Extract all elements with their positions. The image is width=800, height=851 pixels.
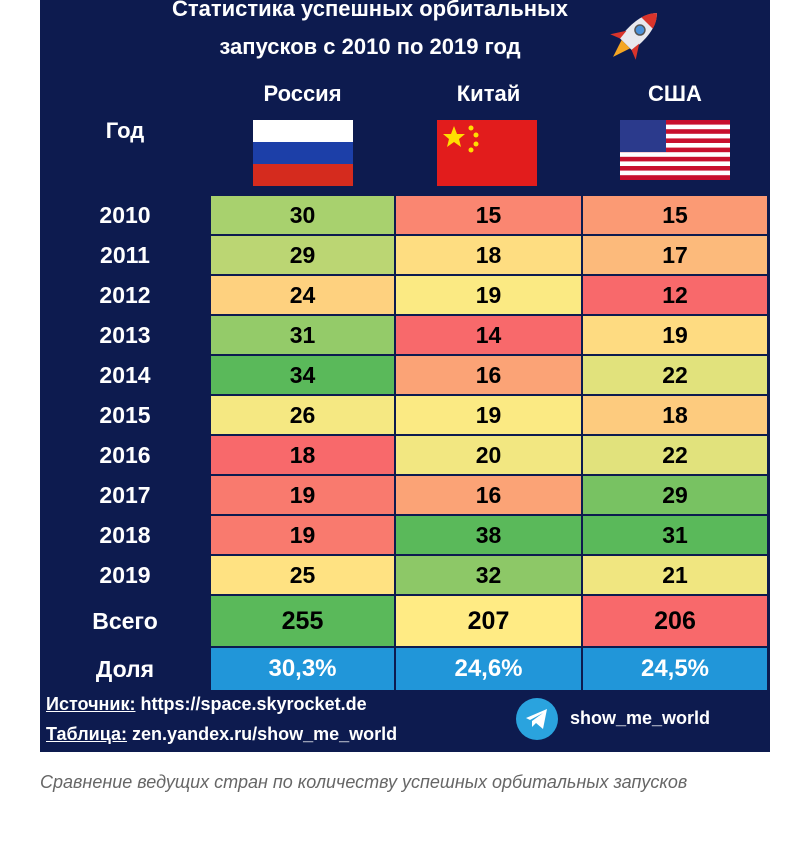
share-cell: 24,6%: [396, 648, 581, 690]
share-cell: 24,5%: [583, 648, 767, 690]
source-label: Источник:: [46, 694, 136, 714]
value-cell: 21: [583, 556, 767, 594]
year: 2017: [99, 481, 151, 508]
year: 2018: [99, 521, 151, 548]
channel-name: show_me_world: [570, 708, 711, 728]
value-cell: 31: [583, 516, 767, 554]
value-cell: 19: [396, 396, 581, 434]
year-header: Год: [105, 118, 145, 143]
telegram-icon: [516, 698, 558, 740]
flag-china: [437, 120, 537, 186]
value-cell: 15: [396, 196, 581, 234]
country-name: Китай: [456, 81, 521, 106]
value-cell: 19: [396, 276, 581, 314]
source-line: Источник: https://space.skyrocket.de: [46, 694, 367, 715]
year: 2015: [99, 401, 151, 428]
year: 2011: [100, 241, 150, 268]
value-cell: 12: [583, 276, 767, 314]
country-name: Россия: [263, 81, 342, 106]
total-cell: 207: [396, 596, 581, 646]
value-cell: 31: [211, 316, 394, 354]
value-cell: 38: [396, 516, 581, 554]
value-cell: 18: [211, 436, 394, 474]
year: 2019: [99, 561, 151, 588]
year: 2010: [99, 201, 151, 228]
value-cell: 24: [211, 276, 394, 314]
year: 2013: [99, 321, 151, 348]
value-cell: 32: [396, 556, 581, 594]
value-cell: 16: [396, 356, 581, 394]
year: 2014: [99, 361, 151, 388]
value-cell: 18: [583, 396, 767, 434]
value-cell: 22: [583, 436, 767, 474]
value-cell: 22: [583, 356, 767, 394]
year: 2016: [99, 441, 151, 468]
rocket-icon: [610, 13, 657, 60]
value-cell: 19: [211, 516, 394, 554]
table-label: Таблица:: [46, 724, 128, 744]
value-cell: 20: [396, 436, 581, 474]
flag-russia: [253, 120, 353, 186]
value-cell: 14: [396, 316, 581, 354]
share-cell: 30,3%: [211, 648, 394, 690]
country-name: США: [648, 81, 702, 106]
total-cell: 255: [211, 596, 394, 646]
value-cell: 17: [583, 236, 767, 274]
value-cell: 26: [211, 396, 394, 434]
value-cell: 15: [583, 196, 767, 234]
value-cell: 30: [211, 196, 394, 234]
title-line: Статистика успешных орбитальных: [171, 0, 569, 21]
value-cell: 16: [396, 476, 581, 514]
caption: Сравнение ведущих стран по количеству ус…: [40, 772, 688, 792]
flag-usa: [620, 120, 730, 180]
table-line: Таблица: zen.yandex.ru/show_me_world: [46, 724, 397, 745]
share-label: Доля: [95, 655, 155, 682]
value-cell: 29: [211, 236, 394, 274]
value-cell: 34: [211, 356, 394, 394]
value-cell: 19: [211, 476, 394, 514]
value-cell: 19: [583, 316, 767, 354]
source-url: https://space.skyrocket.de: [140, 694, 367, 714]
table-url: zen.yandex.ru/show_me_world: [132, 724, 398, 744]
value-cell: 18: [396, 236, 581, 274]
value-cell: 25: [211, 556, 394, 594]
title-line: запусков с 2010 по 2019 год: [219, 34, 521, 59]
year: 2012: [99, 281, 151, 308]
total-cell: 206: [583, 596, 767, 646]
total-label: Всего: [92, 607, 158, 634]
value-cell: 29: [583, 476, 767, 514]
